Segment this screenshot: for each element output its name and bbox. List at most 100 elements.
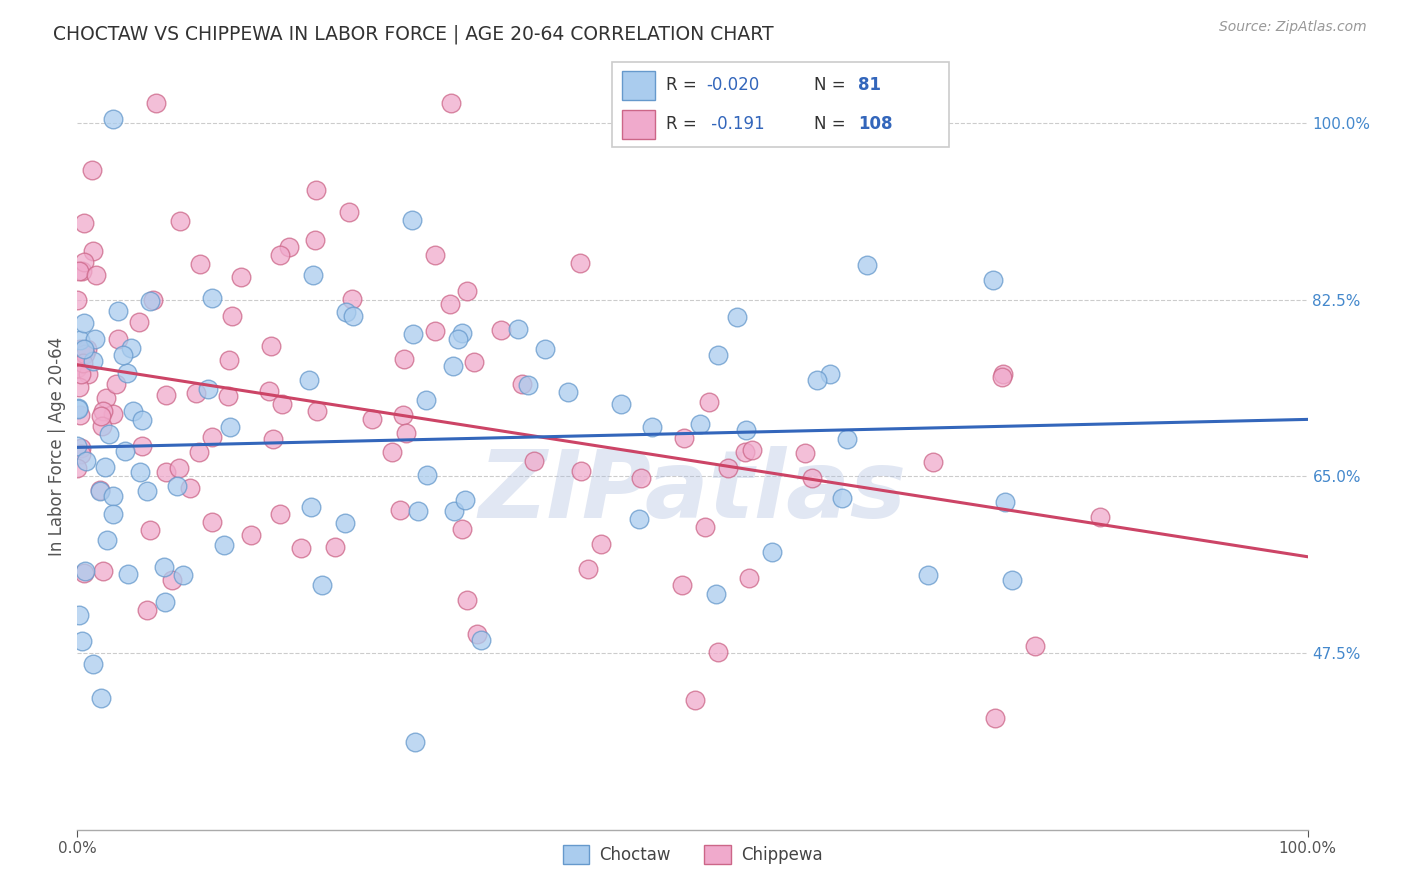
Text: -0.191: -0.191 (706, 115, 765, 133)
Point (217, 389, 239, 403)
Point (734, 423, 756, 437)
Point (333, 516, 356, 530)
Text: N =: N = (814, 77, 851, 95)
Point (589, 537, 612, 551)
Point (112, 348, 135, 362)
Point (131, 439, 153, 453)
Point (66, 401, 89, 416)
Point (671, 578, 693, 592)
Point (89, 483, 111, 497)
Point (188, 257, 211, 271)
Point (993, 367, 1015, 381)
Point (201, 516, 224, 530)
Point (139, 294, 162, 309)
Point (73, 216, 96, 230)
Point (402, 326, 425, 341)
Point (470, 632, 492, 647)
Point (981, 273, 1004, 287)
Point (179, 482, 201, 496)
Point (67, 402, 90, 417)
Point (301, 500, 323, 514)
Point (761, 545, 783, 559)
Point (648, 103, 671, 118)
Bar (621, 110, 655, 139)
Point (128, 315, 150, 329)
Point (447, 332, 470, 346)
Point (340, 292, 363, 306)
Point (302, 268, 325, 282)
Point (439, 297, 461, 311)
Point (717, 461, 740, 475)
Point (131, 413, 153, 427)
Point (441, 359, 464, 373)
Point (311, 577, 333, 591)
Point (67, 264, 90, 278)
Point (630, 471, 652, 485)
Point (392, 351, 415, 366)
Point (122, 403, 145, 417)
Point (337, 205, 360, 219)
Text: R =: R = (665, 77, 702, 95)
Point (96, 533, 118, 548)
Text: ZIPatlas: ZIPatlas (478, 446, 907, 538)
Point (90, 409, 112, 424)
Point (75, 453, 97, 467)
Point (66, 439, 89, 453)
Point (416, 468, 439, 483)
Point (921, 455, 943, 469)
Point (73, 316, 96, 330)
Point (1024, 640, 1046, 654)
Point (523, 454, 546, 468)
Point (672, 431, 695, 445)
Point (610, 397, 633, 411)
Point (305, 183, 328, 197)
Point (361, 412, 384, 426)
Point (184, 385, 207, 400)
Point (80, 163, 103, 178)
Point (239, 528, 262, 542)
Point (136, 483, 159, 498)
Point (269, 507, 291, 521)
Point (90, 691, 112, 706)
Point (201, 291, 224, 305)
Point (73, 566, 96, 581)
Text: 81: 81 (858, 77, 882, 95)
Point (82, 657, 104, 672)
Point (794, 445, 817, 459)
Point (70, 263, 93, 277)
Point (70, 447, 93, 461)
Point (142, 293, 165, 307)
Point (837, 433, 859, 447)
Point (73, 342, 96, 356)
Point (152, 560, 174, 574)
Point (290, 541, 312, 555)
Point (93, 404, 115, 418)
Point (1090, 510, 1112, 524)
Point (172, 568, 194, 582)
Point (83, 332, 105, 346)
Point (381, 445, 404, 459)
Point (115, 366, 138, 380)
Point (707, 645, 730, 659)
Point (443, 504, 465, 518)
Point (467, 627, 489, 641)
Point (392, 409, 415, 423)
Point (415, 392, 437, 407)
Point (70, 633, 93, 648)
Point (990, 370, 1012, 384)
Point (725, 310, 748, 324)
Point (89, 484, 111, 499)
Point (160, 573, 183, 587)
Point (395, 425, 418, 440)
Point (231, 269, 253, 284)
Point (84, 268, 107, 282)
Point (440, 95, 463, 110)
Point (534, 342, 557, 356)
Point (91, 564, 114, 578)
Point (693, 519, 716, 533)
Point (117, 566, 139, 581)
Point (73, 346, 96, 360)
Point (855, 258, 877, 272)
Bar (621, 71, 655, 100)
Point (801, 470, 824, 484)
